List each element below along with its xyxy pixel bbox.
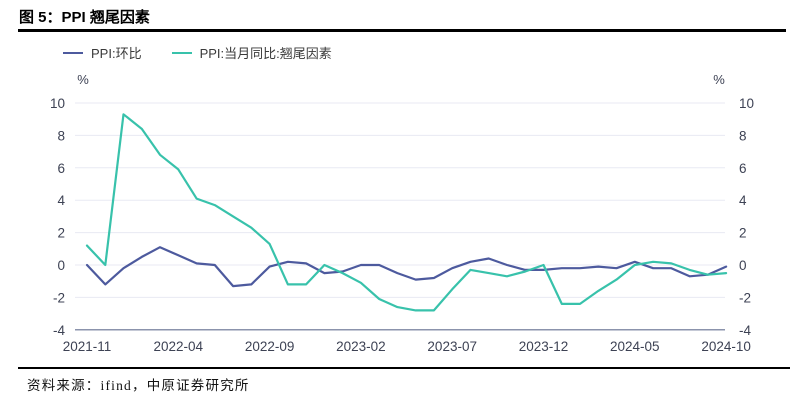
x-axis-tick-label: 2024-10 <box>701 339 751 354</box>
x-axis-tick-label: 2024-05 <box>610 339 660 354</box>
y-axis-tick-label-right: 8 <box>739 128 747 143</box>
figure-title: 图 5：PPI 翘尾因素 <box>19 9 150 26</box>
y-axis-tick-label-right: 0 <box>739 258 747 273</box>
y-axis-tick-label-right: -4 <box>739 323 751 338</box>
legend-label-ppi-mom: PPI:环比 <box>91 46 142 61</box>
x-axis-tick-label: 2022-09 <box>245 339 295 354</box>
chart-legend: PPI:环比 PPI:当月同比:翘尾因素 <box>63 43 332 62</box>
x-axis-tick-label: 2023-07 <box>427 339 477 354</box>
footer-rule <box>18 367 790 369</box>
y-axis-tick-label-left: -4 <box>53 323 65 338</box>
line-swatch-carryover <box>171 51 192 54</box>
x-axis-tick-label: 2023-12 <box>519 339 569 354</box>
y-axis-tick-label-left: 2 <box>57 226 65 241</box>
y-axis-tick-label-right: 2 <box>739 226 747 241</box>
y-axis-tick-label-right: 6 <box>739 161 747 176</box>
y-axis-tick-label-left: 10 <box>50 96 65 111</box>
y-axis-tick-label-left: 6 <box>57 161 65 176</box>
y-axis-tick-label-left: -2 <box>53 290 65 305</box>
legend-item-ppi-mom: PPI:环比 <box>63 43 142 62</box>
y-axis-tick-label-right: -2 <box>739 290 751 305</box>
source-note: 资料来源：ifind，中原证券研究所 <box>27 378 250 393</box>
y-axis-tick-label-left: 0 <box>57 258 65 273</box>
y-axis-unit-right: % <box>713 72 725 87</box>
x-axis-tick-label: 2023-02 <box>336 339 386 354</box>
y-axis-tick-label-left: 8 <box>57 128 65 143</box>
y-axis-tick-label-left: 4 <box>57 193 65 208</box>
legend-label-carryover: PPI:当月同比:翘尾因素 <box>199 46 332 61</box>
y-axis-unit-left: % <box>77 72 89 87</box>
ppi-mom-line <box>85 246 728 288</box>
legend-item-carryover: PPI:当月同比:翘尾因素 <box>171 43 332 62</box>
x-axis-tick-label: 2022-04 <box>154 339 204 354</box>
line-swatch-ppi-mom <box>63 51 83 54</box>
carryover-line <box>85 113 728 312</box>
y-axis-tick-label-right: 10 <box>739 96 754 111</box>
title-rule <box>18 29 786 32</box>
x-axis-tick-label: 2021-11 <box>63 339 112 354</box>
y-axis-tick-label-right: 4 <box>739 193 747 208</box>
